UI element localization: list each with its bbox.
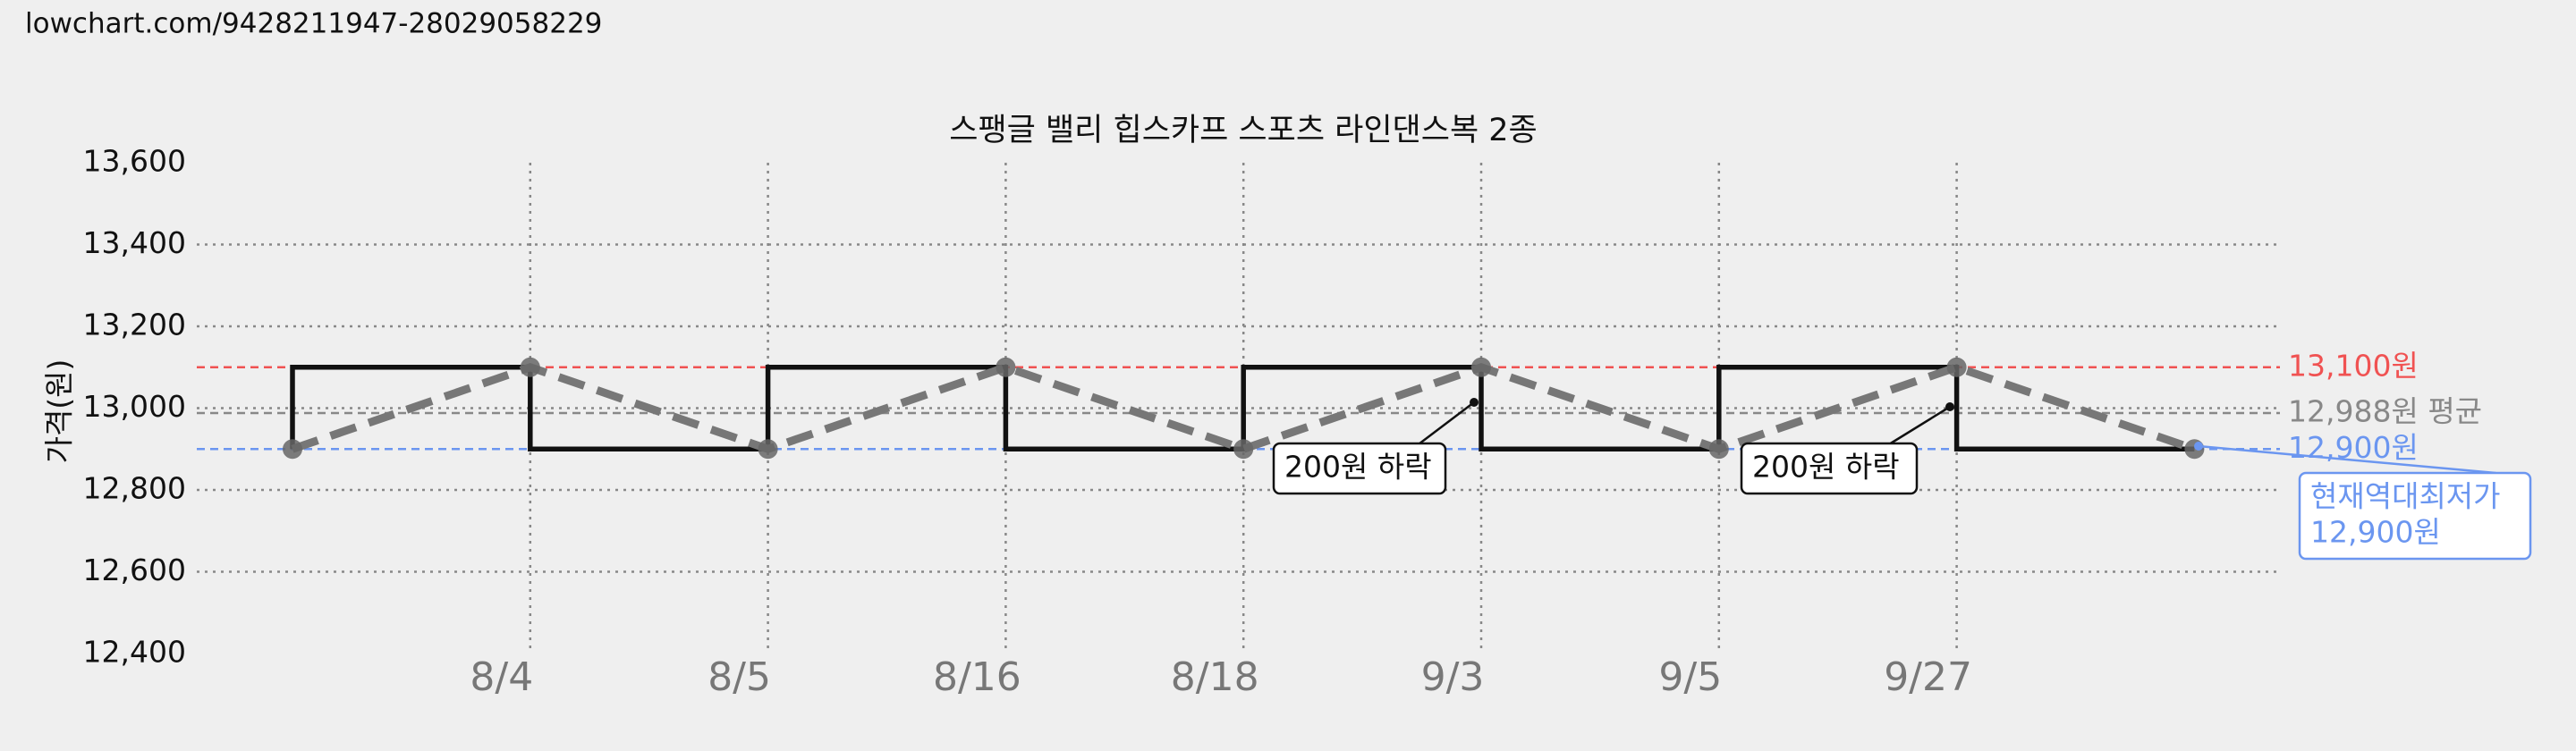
x-tick-label: 9/3 [1421,654,1485,700]
reference-label: 12,988원 평균 [2288,393,2482,428]
annotation-box [2298,471,2532,561]
price-point [283,439,302,460]
source-url: lowchart.com/9428211947-28029058229 [25,8,602,40]
annotation-arrow [1419,401,1475,444]
y-tick-label: 13,600 [83,144,186,179]
y-tick-label: 13,000 [83,389,186,424]
x-tick-label: 8/18 [1171,654,1259,700]
annotation-box [1740,442,1919,495]
annotation-text: 현재역대최저가 [2310,479,2501,514]
annotation-text: 12,900원 [2310,515,2441,550]
x-tick-label: 8/16 [933,654,1021,700]
annotation-text: 200원 하락 [1284,450,1432,485]
annotation-arrow-head [1470,398,1479,407]
x-tick-label: 9/27 [1884,654,1972,700]
price-point [1708,439,1729,460]
annotation-arrow-head [2194,442,2203,451]
price-point [1471,357,1491,377]
price-point [758,439,778,460]
y-tick-label: 12,600 [83,553,186,587]
annotation-text: 200원 하락 [1752,450,1900,485]
annotation-arrow-head [1945,402,1954,411]
chart-title: 스팽글 밸리 힙스카프 스포츠 라인댄스복 2종 [949,113,1538,148]
annotation-arrow [1889,405,1951,445]
price-line [291,362,2196,454]
x-tick-label: 9/5 [1658,654,1722,700]
price-point [520,357,540,377]
reference-label: 13,100원 [2288,348,2419,383]
y-axis-label: 가격(원) [42,359,77,464]
reference-label: 12,900원 [2288,430,2419,465]
y-tick-label: 13,400 [83,225,186,260]
price-point [996,357,1016,377]
x-tick-label: 8/4 [470,654,533,700]
y-tick-label: 13,200 [83,308,186,342]
price-point [1946,357,1967,377]
y-tick-label: 12,800 [83,471,186,506]
price-point [1233,439,1254,460]
x-tick-label: 8/5 [708,654,771,700]
annotation-box [1272,442,1447,495]
y-tick-label: 12,400 [83,635,186,670]
annotation-arrow [2198,444,2496,475]
